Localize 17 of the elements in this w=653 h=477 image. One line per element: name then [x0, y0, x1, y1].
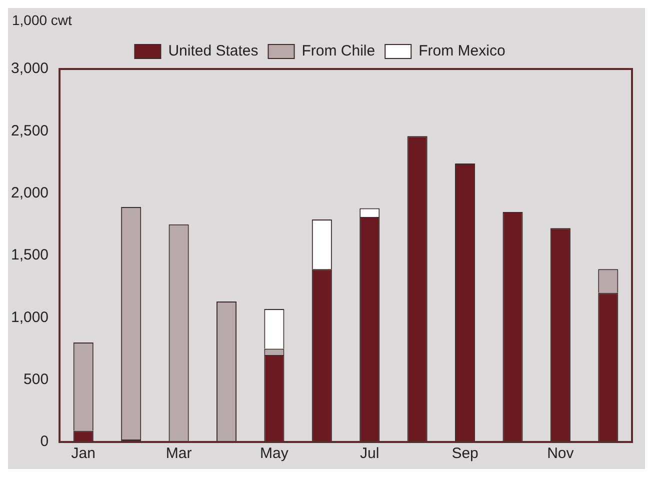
x-tick-label: Sep: [452, 445, 478, 462]
x-tick-label: Jul: [360, 445, 380, 462]
y-tick-label: 2,500: [10, 122, 49, 140]
legend-label: From Mexico: [418, 42, 506, 60]
x-tick-label: Nov: [547, 445, 574, 462]
x-tick-label: May: [260, 445, 289, 462]
legend-label: From Chile: [302, 42, 376, 60]
y-tick-label: 1,500: [10, 246, 49, 264]
y-tick-label: 3,000: [10, 60, 49, 78]
y-axis-title: 1,000 cwt: [11, 11, 73, 30]
y-tick-label: 2,000: [10, 184, 49, 202]
legend-label: United States: [168, 42, 258, 60]
x-tick-label: Mar: [166, 445, 192, 462]
x-tick-label: Jan: [71, 445, 96, 462]
y-tick-label: 500: [24, 370, 49, 388]
y-tick-label: 1,000: [10, 308, 49, 326]
y-tick-label: 0: [40, 433, 49, 450]
